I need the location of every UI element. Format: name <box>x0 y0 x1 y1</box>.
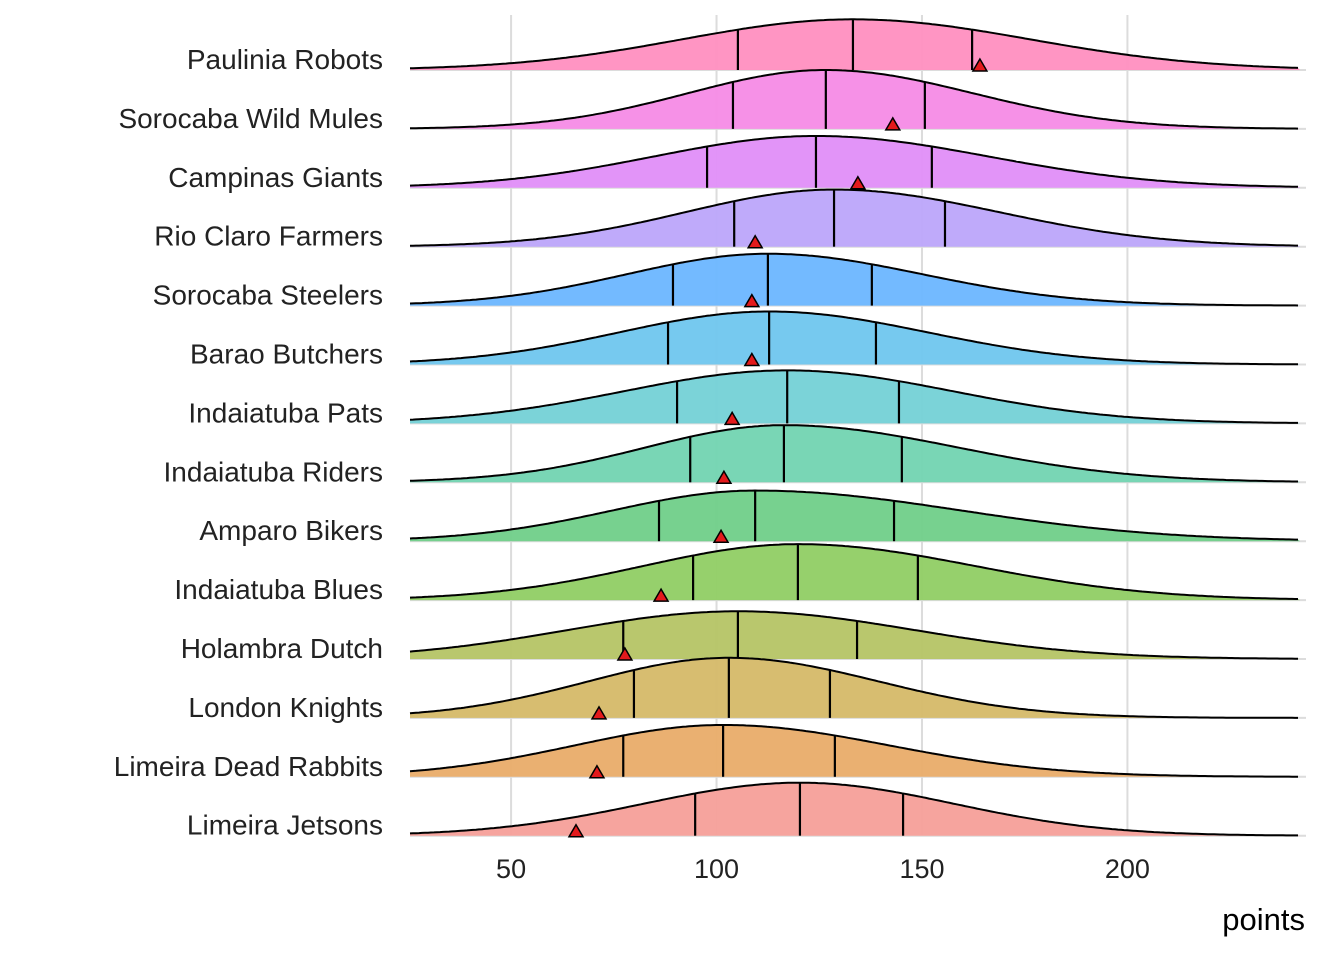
ridge-outline <box>409 135 1299 188</box>
y-tick-label: Sorocaba Steelers <box>153 280 383 311</box>
y-tick-label: Amparo Bikers <box>199 515 383 546</box>
marker-triangle <box>712 528 730 543</box>
ridge-fill <box>410 657 1300 718</box>
ridge-fill <box>410 311 1300 365</box>
ridge-outline <box>409 724 1298 778</box>
y-tick-label: Holambra Dutch <box>181 633 383 664</box>
ridge-group <box>409 18 1300 72</box>
marker-triangle <box>743 352 761 367</box>
marker-triangle <box>715 469 733 485</box>
ridge-group <box>409 543 1300 602</box>
ridge-fill <box>410 19 1300 70</box>
marker-triangle <box>567 823 585 838</box>
x-tick-label: 200 <box>1105 854 1150 884</box>
ridge-outline <box>409 610 1298 660</box>
ridge-outline <box>409 252 1299 307</box>
x-tick-label: 100 <box>694 854 739 884</box>
y-tick-label: Limeira Jetsons <box>187 810 383 841</box>
y-tick-label: Indaiatuba Pats <box>188 397 383 428</box>
x-axis-ticks: 50 100 150 200 <box>496 854 1150 884</box>
ridge-outline <box>409 656 1298 719</box>
ridge-outline <box>409 543 1298 600</box>
y-tick-label: Limeira Dead Rabbits <box>114 751 383 782</box>
y-tick-label: Paulinia Robots <box>187 44 383 75</box>
ridge-group <box>409 489 1300 543</box>
x-tick-label: 150 <box>899 854 944 884</box>
ridge-outline <box>409 188 1298 247</box>
y-tick-label: Barao Butchers <box>190 339 383 370</box>
marker-triangle <box>971 57 989 72</box>
ridge-group <box>409 135 1300 190</box>
ridge-group <box>409 252 1300 308</box>
y-tick-label: Sorocaba Wild Mules <box>118 103 383 134</box>
ridge-outline <box>409 489 1298 541</box>
marker-triangle <box>616 646 634 661</box>
x-tick-label: 50 <box>496 854 526 884</box>
ridge-group <box>409 656 1300 720</box>
y-axis-labels: Paulinia Robots Sorocaba Wild Mules Campin… <box>114 44 383 841</box>
ridge-fill <box>410 425 1300 483</box>
x-axis-title: points <box>1222 902 1305 937</box>
ridge-fill <box>410 611 1300 659</box>
ridge-outline <box>409 781 1298 837</box>
y-tick-label: Indaiatuba Blues <box>174 574 383 605</box>
ridges <box>409 18 1300 838</box>
ridge-group <box>409 781 1300 838</box>
ridge-group <box>409 69 1300 131</box>
ridge-outline <box>409 424 1298 483</box>
marker-triangle <box>588 764 606 779</box>
marker-triangle <box>723 410 741 426</box>
ridge-outline <box>409 369 1298 424</box>
ridge-fill <box>410 70 1300 129</box>
ridge-group <box>409 424 1300 485</box>
ridge-group <box>409 188 1300 249</box>
ridge-group <box>409 610 1300 661</box>
y-tick-label: Campinas Giants <box>168 162 383 193</box>
marker-triangle <box>743 293 761 308</box>
ridge-fill <box>410 136 1300 188</box>
ridge-fill <box>410 253 1300 306</box>
ridge-fill <box>410 189 1300 247</box>
ridge-outline <box>409 18 1299 70</box>
marker-triangle <box>590 705 608 720</box>
ridge-outline <box>409 310 1298 366</box>
y-tick-label: London Knights <box>188 692 383 723</box>
ridge-outline <box>409 69 1299 130</box>
ridge-fill <box>410 490 1300 542</box>
ridge-group <box>409 369 1300 426</box>
marker-triangle <box>884 116 902 131</box>
y-tick-label: Rio Claro Farmers <box>154 221 383 252</box>
marker-triangle <box>849 175 867 190</box>
y-tick-label: Indaiatuba Riders <box>164 456 383 487</box>
ridge-fill <box>410 725 1300 777</box>
ridge-group <box>409 724 1300 779</box>
marker-triangle <box>652 587 670 602</box>
ridge-fill <box>410 544 1300 601</box>
marker-triangle <box>746 234 764 249</box>
ridge-fill <box>410 782 1300 836</box>
ridge-group <box>409 310 1300 367</box>
ridge-fill <box>410 370 1300 424</box>
